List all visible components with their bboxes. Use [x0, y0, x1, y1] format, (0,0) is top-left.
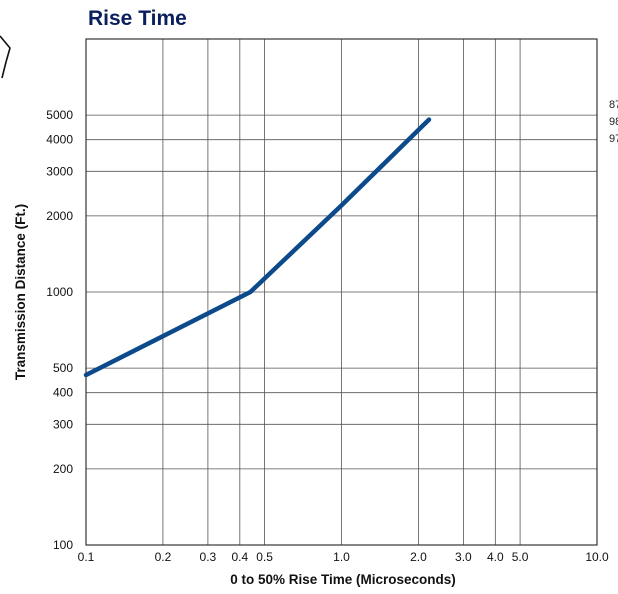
y-tick-label: 200: [53, 462, 73, 476]
x-tick-label: 1.0: [333, 550, 350, 564]
x-tick-labels: 0.1 0.2 0.3 0.4 0.5 1.0 2.0 3.0 4.0 5.0 10.0: [78, 550, 609, 564]
x-tick-label: 0.4: [231, 550, 248, 564]
grid-layer: [85, 39, 598, 546]
y-axis-label: Transmission Distance (Ft.): [13, 204, 28, 380]
y-tick-label: 500: [53, 361, 73, 375]
y-tick-label: 2000: [46, 209, 73, 223]
side-note-2: 98: [609, 116, 618, 128]
x-axis-label: 0 to 50% Rise Time (Microseconds): [230, 572, 456, 587]
plot-frame: [85, 38, 598, 546]
y-tick-label: 1000: [46, 285, 73, 299]
y-tick-label: 3000: [46, 164, 73, 178]
side-note-1: 87: [609, 99, 618, 111]
x-tick-label: 4.0: [487, 550, 504, 564]
series-layer: [83, 117, 432, 378]
chart-title: Rise Time: [88, 7, 187, 30]
y-tick-label: 400: [53, 386, 73, 400]
y-tick-label: 100: [53, 538, 73, 552]
x-tick-label: 3.0: [455, 550, 472, 564]
x-tick-label: 2.0: [410, 550, 427, 564]
y-tick-label: 5000: [46, 108, 73, 122]
y-tick-label: 300: [53, 417, 73, 431]
edge-fragment-mark: [0, 35, 11, 79]
x-tick-label: 0.3: [200, 550, 217, 564]
side-note-3: 97: [609, 133, 618, 145]
x-tick-label: 0.5: [256, 550, 273, 564]
x-tick-label: 5.0: [512, 550, 529, 564]
y-tick-label: 4000: [46, 133, 73, 147]
x-tick-label: 0.2: [155, 550, 172, 564]
side-notes: 87 98 97: [609, 99, 618, 145]
series-line: [83, 117, 432, 378]
x-tick-label: 0.1: [78, 550, 95, 564]
y-tick-labels: 100 200 300 400 500 1000 2000 3000 4000 5000: [46, 108, 73, 552]
x-tick-label: 10.0: [585, 550, 609, 564]
